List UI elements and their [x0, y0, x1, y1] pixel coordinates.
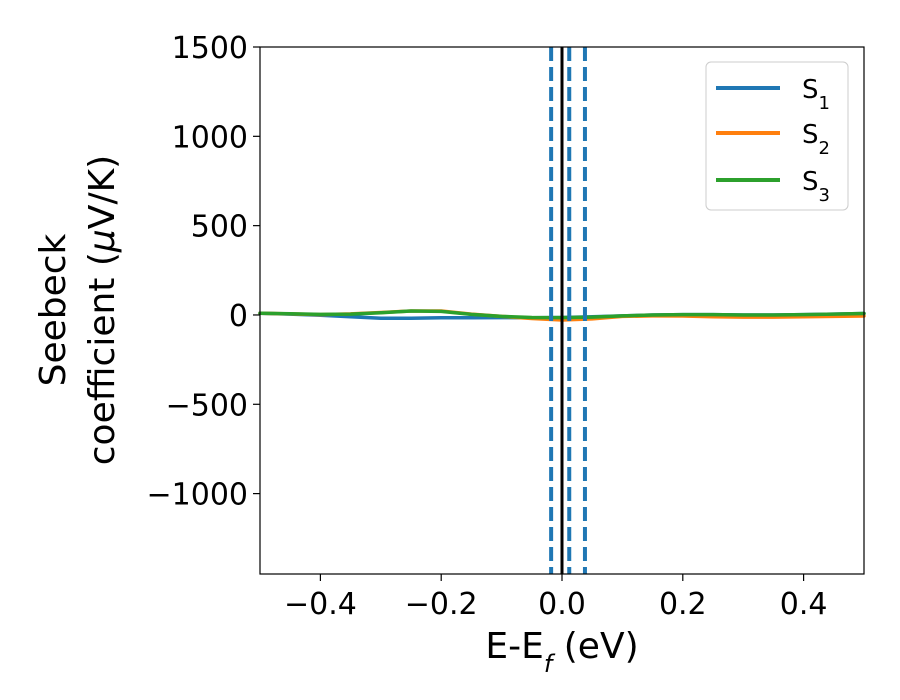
vline-layer: [549, 47, 587, 574]
y-tick-label: 1500: [172, 31, 248, 66]
y-axis-title-line1: Seebeck: [33, 233, 74, 386]
x-tick-label: 0.4: [780, 587, 828, 622]
x-ticks: −0.4 −0.2 0.0 0.2 0.4: [284, 574, 827, 622]
y-tick-label: −1000: [147, 478, 248, 513]
x-tick-label: −0.2: [405, 587, 478, 622]
legend-label-s1: S1: [802, 75, 830, 114]
legend-label-s2: S2: [802, 120, 830, 159]
legend-box: [705, 61, 849, 211]
x-axis-title: E-Ef (eV): [485, 626, 638, 678]
y-axis-title-line2: coefficient (μV/K): [82, 155, 123, 465]
y-tick-label: 500: [191, 210, 248, 245]
y-tick-label: 1000: [172, 120, 248, 155]
legend: S1 S2 S3: [705, 61, 849, 211]
y-tick-label: 0: [229, 299, 248, 334]
x-tick-label: 0.2: [659, 587, 707, 622]
legend-label-s3: S3: [802, 167, 830, 206]
y-tick-label: −500: [166, 388, 248, 423]
x-tick-label: 0.0: [538, 587, 586, 622]
x-tick-label: −0.4: [284, 587, 357, 622]
y-ticks: 1500 1000 500 0 −500 −1000: [147, 31, 260, 513]
